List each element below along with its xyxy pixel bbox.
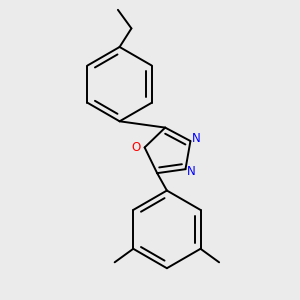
Text: N: N [192, 132, 201, 145]
Text: N: N [187, 165, 196, 178]
Text: O: O [132, 141, 141, 154]
